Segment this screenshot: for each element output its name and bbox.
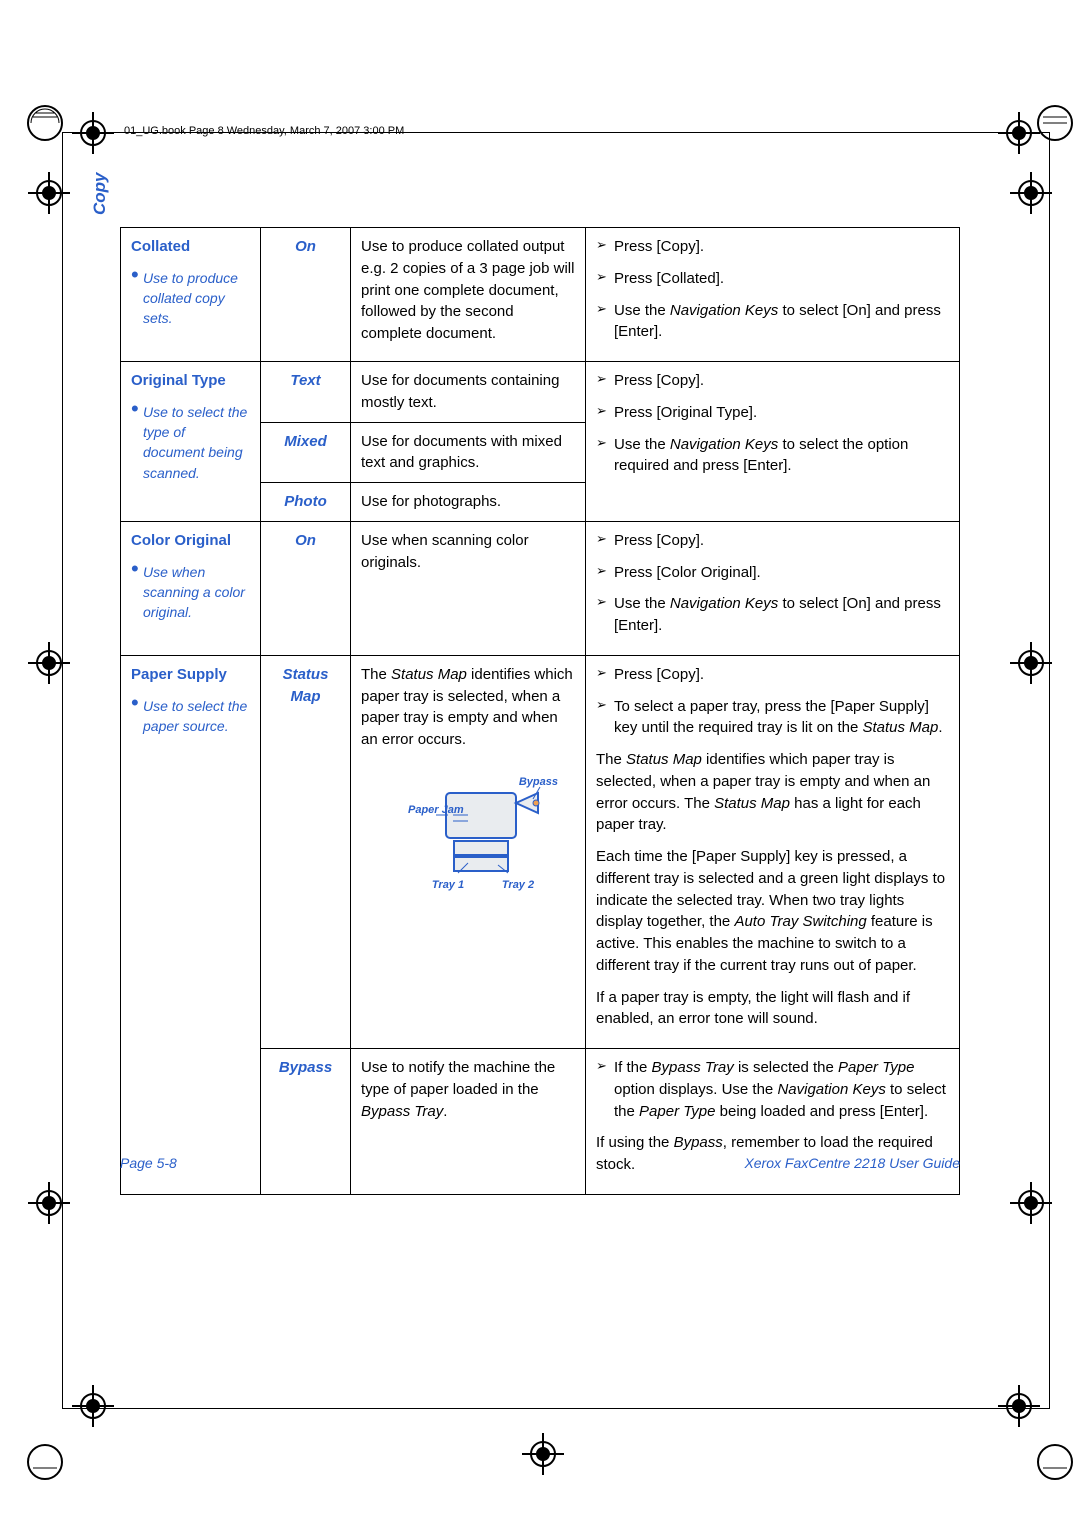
feature-title: Paper Supply <box>131 666 227 683</box>
option-desc: Use for documents with mixed text and gr… <box>351 422 586 483</box>
step: The Status Map identifies which paper tr… <box>596 749 949 836</box>
steps-cell: If the Bypass Tray is selected the Paper… <box>586 1049 960 1195</box>
step: To select a paper tray, press the [Paper… <box>596 696 949 740</box>
reg-mark-bc <box>530 1441 556 1467</box>
step: Press [Color Original]. <box>596 562 949 584</box>
option-desc-text: The Status Map identifies which paper tr… <box>361 664 575 751</box>
reg-mark-l2 <box>36 650 62 676</box>
corner-ornament-br <box>1035 1442 1075 1482</box>
step: Each time the [Paper Supply] key is pres… <box>596 846 949 977</box>
option-desc: Use for photographs. <box>351 483 586 522</box>
footer-page: Page 5-8 <box>120 1155 177 1171</box>
steps-cell: Press [Copy]. To select a paper tray, pr… <box>586 655 960 1048</box>
printer-icon: Bypass Paper Jam Tray 1 Tray 2 <box>368 763 568 903</box>
feature-note: Use to select the type of document being… <box>131 402 250 483</box>
feature-title: Color Original <box>131 532 231 549</box>
step: Press [Copy]. <box>596 370 949 392</box>
option-cell: On <box>261 521 351 655</box>
footer-guide: Xerox FaxCentre 2218 User Guide <box>744 1155 960 1171</box>
step: Press [Original Type]. <box>596 402 949 424</box>
step: Press [Copy]. <box>596 530 949 552</box>
option-name: Text <box>290 372 320 389</box>
reg-mark-br <box>1006 1393 1032 1419</box>
feature-note: Use to select the paper source. <box>131 696 250 737</box>
diagram-label-tray2: Tray 2 <box>502 879 534 891</box>
table-row: Paper Supply Use to select the paper sou… <box>121 655 960 1048</box>
option-name: On <box>295 238 316 255</box>
option-desc: The Status Map identifies which paper tr… <box>351 655 586 1048</box>
steps-cell: Press [Copy]. Press [Original Type]. Use… <box>586 362 960 522</box>
table-row: Original Type Use to select the type of … <box>121 362 960 423</box>
option-desc: Use to produce collated output e.g. 2 co… <box>351 228 586 362</box>
features-table: Collated Use to produce collated copy se… <box>120 227 960 1195</box>
option-name: Bypass <box>279 1059 332 1076</box>
reg-mark-tl <box>80 120 106 146</box>
page-header: 01_UG.book Page 8 Wednesday, March 7, 20… <box>120 125 960 137</box>
option-cell: Photo <box>261 483 351 522</box>
feature-cell: Paper Supply Use to select the paper sou… <box>121 655 261 1194</box>
table-row: Collated Use to produce collated copy se… <box>121 228 960 362</box>
reg-mark-l1 <box>36 180 62 206</box>
step: Use the Navigation Keys to select the op… <box>596 434 949 478</box>
step: If the Bypass Tray is selected the Paper… <box>596 1057 949 1122</box>
step: Press [Copy]. <box>596 664 949 686</box>
diagram-label-paperjam: Paper Jam <box>408 804 464 816</box>
option-desc: Use for documents containing mostly text… <box>351 362 586 423</box>
feature-note: Use when scanning a color original. <box>131 562 250 623</box>
frame-bottom <box>62 1408 1050 1409</box>
feature-cell: Collated Use to produce collated copy se… <box>121 228 261 362</box>
option-name: Photo <box>284 493 327 510</box>
feature-cell: Original Type Use to select the type of … <box>121 362 261 522</box>
step: If a paper tray is empty, the light will… <box>596 987 949 1031</box>
reg-mark-r2 <box>1018 650 1044 676</box>
corner-ornament-bl <box>25 1442 65 1482</box>
option-desc: Use to notify the machine the type of pa… <box>351 1049 586 1195</box>
page-footer: Page 5-8 Xerox FaxCentre 2218 User Guide <box>120 1155 960 1171</box>
option-cell: Status Map <box>261 655 351 1048</box>
status-map-diagram: Bypass Paper Jam Tray 1 Tray 2 <box>361 763 575 903</box>
feature-note: Use to produce collated copy sets. <box>131 268 250 329</box>
page-content: Copy 01_UG.book Page 8 Wednesday, March … <box>120 125 960 1195</box>
reg-mark-bl <box>80 1393 106 1419</box>
option-name: Mixed <box>284 433 327 450</box>
feature-title: Original Type <box>131 372 226 389</box>
reg-mark-r1 <box>1018 180 1044 206</box>
corner-ornament-tl <box>25 103 65 143</box>
reg-mark-tr <box>1006 120 1032 146</box>
step: Press [Collated]. <box>596 268 949 290</box>
option-cell: Bypass <box>261 1049 351 1195</box>
diagram-label-tray1: Tray 1 <box>432 879 464 891</box>
steps-cell: Press [Copy]. Press [Color Original]. Us… <box>586 521 960 655</box>
option-cell: Text <box>261 362 351 423</box>
option-name: Status Map <box>283 666 329 705</box>
table-row: Color Original Use when scanning a color… <box>121 521 960 655</box>
option-name: On <box>295 532 316 549</box>
reg-mark-l3 <box>36 1190 62 1216</box>
step: Press [Copy]. <box>596 236 949 258</box>
frame-right <box>1049 132 1050 1409</box>
step: Use the Navigation Keys to select [On] a… <box>596 300 949 344</box>
option-cell: On <box>261 228 351 362</box>
section-label: Copy <box>90 173 110 216</box>
option-cell: Mixed <box>261 422 351 483</box>
diagram-label-bypass: Bypass <box>519 776 558 788</box>
option-desc: Use when scanning color originals. <box>351 521 586 655</box>
feature-cell: Color Original Use when scanning a color… <box>121 521 261 655</box>
corner-ornament-tr <box>1035 103 1075 143</box>
feature-title: Collated <box>131 238 190 255</box>
frame-left <box>62 132 63 1409</box>
reg-mark-r3 <box>1018 1190 1044 1216</box>
step: Use the Navigation Keys to select [On] a… <box>596 593 949 637</box>
steps-cell: Press [Copy]. Press [Collated]. Use the … <box>586 228 960 362</box>
